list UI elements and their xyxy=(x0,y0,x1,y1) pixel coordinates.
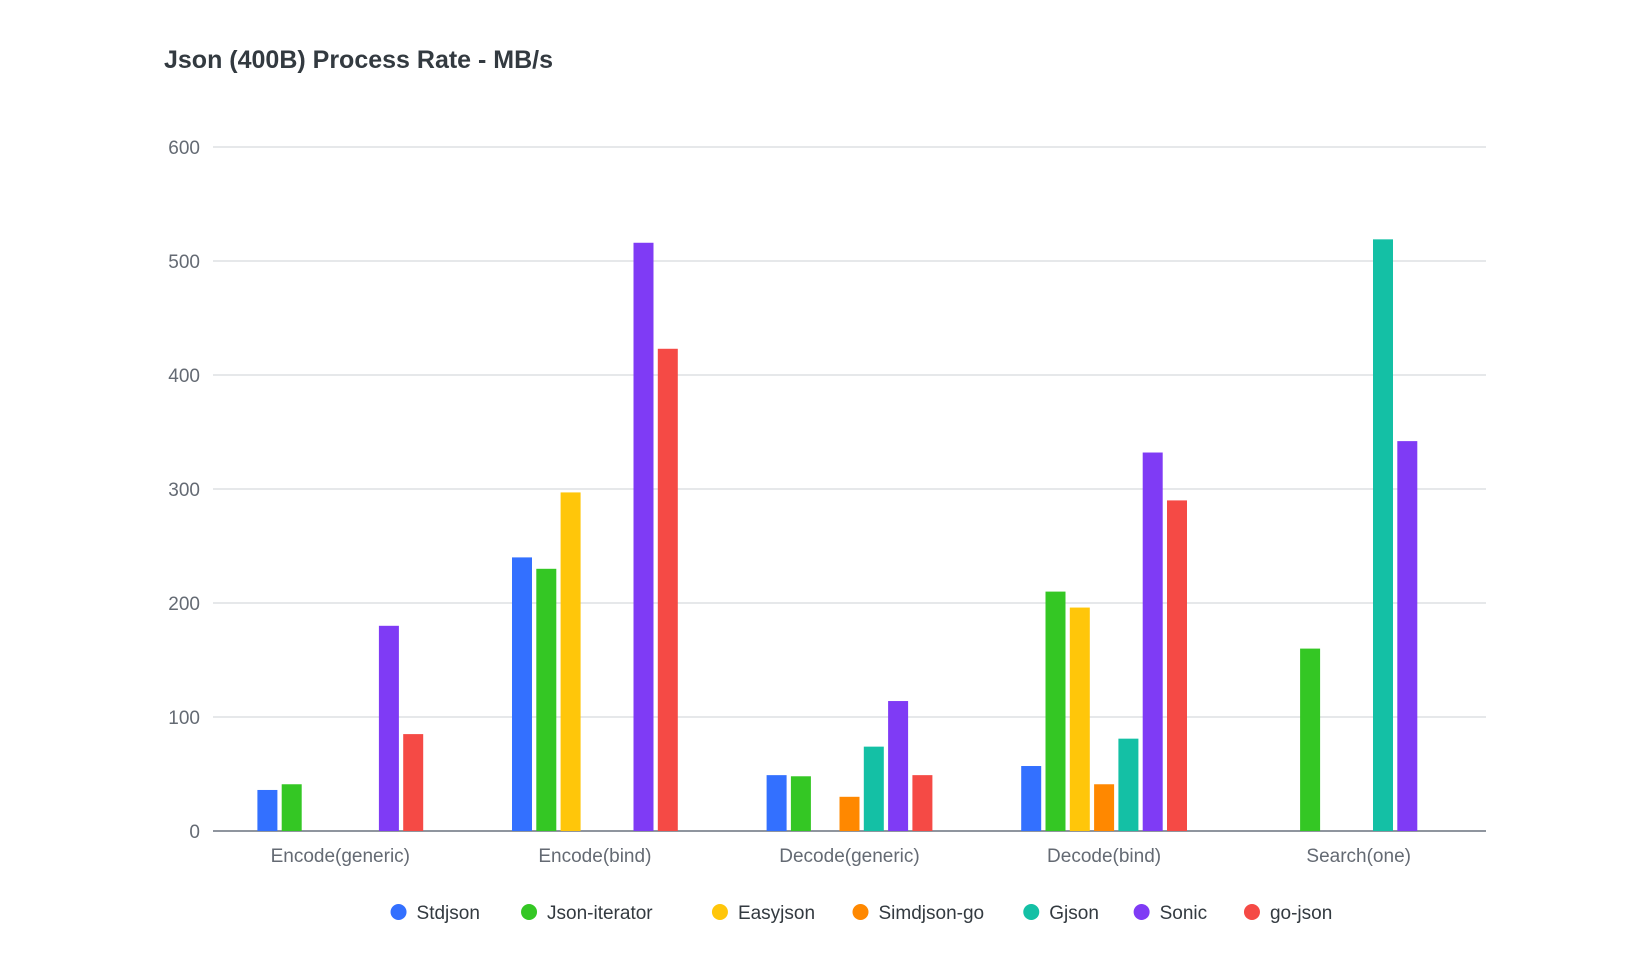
legend-label[interactable]: Json-iterator xyxy=(547,903,653,924)
bar xyxy=(1397,441,1418,831)
y-tick-label: 400 xyxy=(168,366,200,387)
bar xyxy=(888,701,909,831)
y-tick-label: 100 xyxy=(168,708,200,729)
y-tick-label: 200 xyxy=(168,594,200,615)
legend-label[interactable]: Stdjson xyxy=(417,903,480,924)
x-tick-label: Decode(generic) xyxy=(779,846,919,867)
bar xyxy=(790,776,811,831)
bar xyxy=(839,796,860,831)
bar xyxy=(766,775,787,831)
bar xyxy=(1094,784,1115,831)
y-tick-label: 500 xyxy=(168,252,200,273)
y-tick-label: 0 xyxy=(189,822,200,843)
legend-swatch xyxy=(711,904,728,920)
x-tick-label: Encode(bind) xyxy=(538,846,651,867)
bar xyxy=(1069,607,1090,831)
bar xyxy=(536,568,557,831)
bar xyxy=(1045,591,1066,831)
legend-swatch xyxy=(1023,904,1040,920)
legend-label[interactable]: Easyjson xyxy=(738,903,815,924)
bar xyxy=(1021,766,1042,831)
bar xyxy=(1300,648,1321,831)
legend-swatch xyxy=(1133,904,1150,920)
y-tick-label: 600 xyxy=(168,138,200,159)
legend-label[interactable]: go-json xyxy=(1270,903,1332,924)
legend-label[interactable]: Simdjson-go xyxy=(879,903,985,924)
legend-swatch xyxy=(521,904,538,920)
x-tick-label: Decode(bind) xyxy=(1047,846,1161,867)
legend-swatch xyxy=(390,904,407,920)
chart-title: Json (400B) Process Rate - MB/s xyxy=(164,46,554,74)
bar xyxy=(1167,500,1187,831)
bar xyxy=(560,492,581,831)
bar xyxy=(863,746,884,831)
x-tick-label: Search(one) xyxy=(1306,846,1411,867)
legend-label[interactable]: Sonic xyxy=(1160,903,1208,924)
bar xyxy=(1142,452,1163,831)
bar xyxy=(257,789,278,831)
legend-swatch xyxy=(1243,904,1260,920)
bar xyxy=(633,242,654,831)
y-tick-label: 300 xyxy=(168,480,200,501)
bar xyxy=(657,348,678,831)
legend-label[interactable]: Gjson xyxy=(1049,903,1099,924)
bar xyxy=(281,784,302,831)
bar xyxy=(378,625,399,831)
bar xyxy=(512,557,532,831)
legend-swatch xyxy=(852,904,869,920)
bar xyxy=(1118,738,1139,831)
bar xyxy=(403,734,424,831)
bar xyxy=(1373,239,1393,832)
bar xyxy=(912,775,933,831)
x-tick-label: Encode(generic) xyxy=(271,846,410,867)
